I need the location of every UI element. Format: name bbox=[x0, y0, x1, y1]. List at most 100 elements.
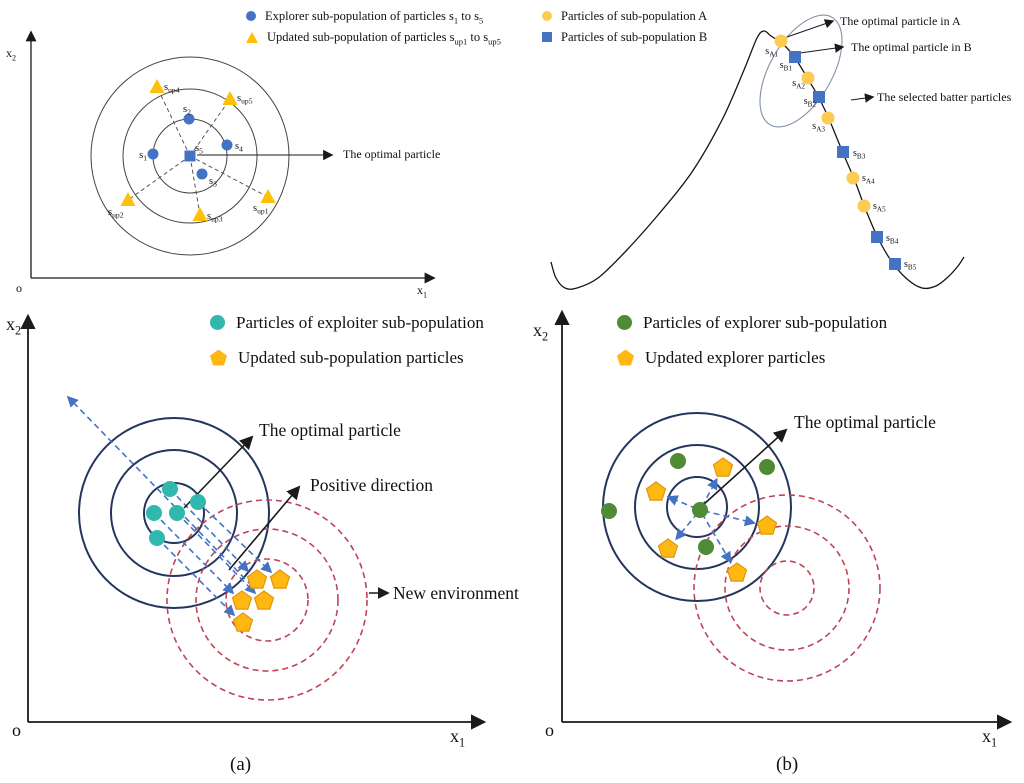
exploiter-particle bbox=[162, 481, 178, 497]
new-environment-circle bbox=[759, 560, 815, 616]
new-environment-circle bbox=[225, 558, 309, 642]
legend-label: Explorer sub-population of particles s1 … bbox=[265, 9, 484, 26]
legend-label: Updated sub-population particles bbox=[238, 348, 464, 367]
explorer-particle bbox=[221, 139, 233, 151]
dashed-link bbox=[189, 98, 231, 157]
legend-label: Particles of sub-population B bbox=[561, 30, 708, 44]
explorer-particle bbox=[670, 453, 686, 469]
particle-label: sup1​ bbox=[253, 203, 269, 216]
legend-item-updated-explorer: Updated explorer particles bbox=[617, 348, 825, 367]
legend-label: Particles of explorer sub-population bbox=[643, 313, 888, 332]
annotation-positive-direction: Positive direction bbox=[310, 475, 433, 495]
particle-label: s4​ bbox=[235, 141, 243, 154]
axis-label-o-tl: o bbox=[16, 281, 22, 295]
subpop-a-particle bbox=[821, 111, 835, 125]
annotation-optimal-a: The optimal particle in A bbox=[840, 14, 961, 28]
new-environment-circle bbox=[693, 494, 881, 682]
subpop-a-particle bbox=[857, 199, 871, 213]
caption-b: (b) bbox=[776, 754, 799, 775]
new-environment-circle bbox=[166, 499, 368, 701]
particle-label: sup2​ bbox=[108, 207, 124, 220]
particle-label: s2​ bbox=[183, 104, 191, 117]
move-dashed-arrow bbox=[169, 488, 250, 573]
exploiter-particle bbox=[149, 530, 165, 546]
panel-top-left: s1​ s2​ s3​ s4​ s5​ sup1​ sup2​ sup3​ sup4​ sup5​ bbox=[25, 30, 436, 284]
particle-label: sB4​ bbox=[886, 233, 899, 246]
updated-particle-pentagon bbox=[726, 562, 748, 582]
legend-item-explorer-subpop: Explorer sub-population of particles s1 … bbox=[246, 9, 484, 26]
legend-item-updated-particles: Updated sub-population particles bbox=[210, 348, 464, 367]
updated-particle-triangle bbox=[222, 91, 238, 105]
annotation-optimal-particle-a: The optimal particle bbox=[259, 420, 401, 440]
annotation-arrow bbox=[799, 43, 845, 54]
axis-label-o-b: o bbox=[545, 720, 554, 740]
contour-circle bbox=[90, 56, 290, 256]
exploiter-contour-circle bbox=[110, 449, 238, 577]
updated-particle-pentagon bbox=[712, 457, 734, 477]
dashed-link bbox=[189, 155, 201, 216]
subpop-b-particle bbox=[889, 258, 901, 270]
particle-label: sA3​ bbox=[812, 121, 825, 134]
axis-label-x2-b: x2 bbox=[533, 320, 549, 344]
optimal-particle-square bbox=[184, 150, 196, 162]
updated-particle-pentagon bbox=[232, 612, 254, 632]
blue-square-icon bbox=[542, 32, 552, 42]
selection-ellipse bbox=[759, 14, 843, 128]
updated-particle-triangle bbox=[120, 192, 136, 206]
subpop-b-particle bbox=[813, 91, 825, 103]
explorer-contour-circle bbox=[666, 476, 728, 538]
explorer-particle bbox=[759, 459, 775, 475]
subpop-b-particle bbox=[789, 51, 801, 63]
updated-particle-pentagon bbox=[657, 538, 679, 558]
blue-dot-icon bbox=[246, 11, 256, 21]
axis-label-x1-a: x1 bbox=[450, 726, 466, 750]
explorer-particle bbox=[147, 148, 159, 160]
updated-particle-pentagon bbox=[231, 590, 253, 610]
exploiter-particle bbox=[146, 505, 162, 521]
legend-item-subpop-a: Particles of sub-population A bbox=[542, 9, 707, 23]
updated-particle-pentagon bbox=[645, 481, 667, 501]
annotation-selected-particles: The selected batter particles bbox=[877, 90, 1012, 104]
legend-label: Updated sub-population of particles sup1… bbox=[267, 30, 501, 47]
green-dot-icon bbox=[617, 315, 632, 330]
dashed-link bbox=[127, 155, 191, 201]
move-dashed-arrow bbox=[176, 512, 257, 595]
legend-item-explorer-particles: Particles of explorer sub-population bbox=[617, 313, 887, 332]
annotation-arrow bbox=[850, 93, 875, 103]
updated-particle-pentagon bbox=[253, 590, 275, 610]
orange-pentagon-icon bbox=[617, 349, 634, 366]
legend-item-updated-subpop: Updated sub-population of particles sup1… bbox=[246, 30, 501, 47]
move-dashed-arrow bbox=[153, 512, 235, 595]
particle-label: s5​ bbox=[195, 143, 203, 156]
exploiter-contour-circle bbox=[78, 417, 270, 609]
subpop-b-particle bbox=[871, 231, 883, 243]
particle-label: sA4​ bbox=[862, 173, 875, 186]
yellow-triangle-icon bbox=[246, 31, 258, 43]
updated-particle-triangle bbox=[149, 79, 165, 93]
optimal-particle-arrow bbox=[702, 428, 788, 506]
particle-label: sup4​ bbox=[164, 82, 180, 95]
legend-label: Particles of sub-population A bbox=[561, 9, 708, 23]
annotation-optimal-particle-b: The optimal particle bbox=[794, 412, 936, 432]
particle-label: sA2​ bbox=[792, 78, 805, 91]
subpop-a-particle bbox=[846, 171, 860, 185]
particle-label: sup5​ bbox=[237, 93, 253, 106]
explorer-particle bbox=[196, 168, 208, 180]
particle-label: sB1​ bbox=[780, 60, 793, 73]
legend-label: Updated explorer particles bbox=[645, 348, 826, 367]
move-dashed-arrow bbox=[197, 501, 273, 574]
function-curve bbox=[550, 30, 965, 290]
updated-particle-pentagon bbox=[246, 569, 268, 589]
legend-item-subpop-b: Particles of sub-population B bbox=[542, 30, 707, 44]
explorer-particle bbox=[698, 539, 714, 555]
explorer-particle bbox=[692, 502, 708, 518]
annotation-new-environment: New environment bbox=[393, 583, 519, 603]
move-dashed-arrow bbox=[703, 510, 756, 527]
move-dashed-arrow bbox=[66, 395, 253, 587]
move-dashed-arrow bbox=[701, 477, 718, 507]
caption-a: (a) bbox=[230, 754, 252, 775]
axis-label-x1-tl: x1 bbox=[417, 283, 428, 300]
teal-dot-icon bbox=[210, 315, 225, 330]
